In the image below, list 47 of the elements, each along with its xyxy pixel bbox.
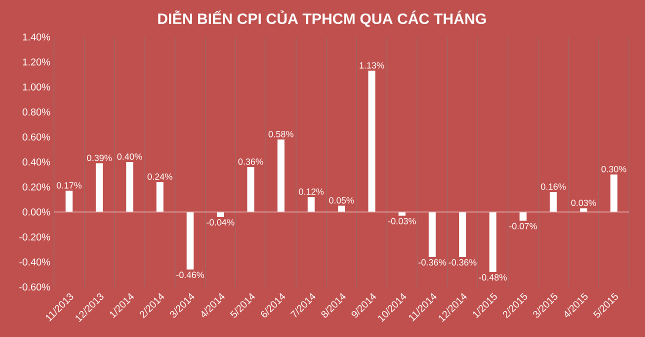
bar bbox=[459, 212, 466, 257]
y-tick-label: 1.20% bbox=[22, 58, 50, 66]
data-label: 0.39% bbox=[87, 154, 112, 162]
bar bbox=[277, 140, 284, 212]
data-label: -0.48% bbox=[479, 274, 507, 281]
bar bbox=[308, 197, 315, 212]
bar bbox=[428, 212, 436, 257]
data-label: -0.46% bbox=[176, 272, 204, 278]
bar bbox=[610, 174, 618, 212]
data-label: 0.36% bbox=[238, 158, 264, 165]
bar bbox=[66, 190, 73, 212]
bar bbox=[216, 212, 224, 217]
data-label: 0.03% bbox=[571, 200, 596, 206]
y-tick-label: 1.00% bbox=[22, 83, 50, 91]
bar bbox=[126, 162, 134, 212]
y-tick-label: 0.00% bbox=[22, 208, 50, 216]
data-label: 0.16% bbox=[540, 183, 566, 190]
y-tick-label: 0.40% bbox=[22, 158, 50, 166]
data-label: -0.36% bbox=[448, 259, 476, 266]
bar bbox=[520, 212, 527, 221]
bar bbox=[96, 163, 103, 212]
y-tick-label: -0.40% bbox=[19, 258, 50, 266]
bar bbox=[156, 182, 164, 212]
data-label: -0.07% bbox=[509, 222, 537, 230]
y-tick-label: -0.60% bbox=[19, 283, 50, 291]
data-label: 0.05% bbox=[329, 197, 354, 204]
y-tick-label: 1.40% bbox=[22, 33, 50, 41]
bar bbox=[368, 70, 376, 212]
y-tick-label: -0.20% bbox=[19, 233, 50, 241]
data-label: 0.40% bbox=[117, 153, 142, 160]
data-label: -0.03% bbox=[388, 218, 416, 224]
bar bbox=[489, 212, 496, 272]
data-label: -0.04% bbox=[206, 219, 234, 226]
data-label: 1.13% bbox=[360, 62, 384, 69]
bar bbox=[550, 192, 557, 212]
y-tick-label: 0.80% bbox=[22, 108, 50, 116]
y-tick-label: 0.20% bbox=[22, 183, 50, 191]
data-label: -0.36% bbox=[418, 259, 446, 266]
data-label: 0.58% bbox=[268, 130, 294, 138]
data-label: 0.17% bbox=[56, 182, 82, 189]
y-tick-label: 0.60% bbox=[22, 133, 50, 141]
bar bbox=[186, 212, 194, 270]
data-label: 0.24% bbox=[148, 173, 172, 180]
chart-title: DIỄN BIẾN CPI CỦA TPHCM QUA CÁC THÁNG bbox=[158, 10, 486, 27]
data-label: 0.30% bbox=[602, 166, 626, 172]
data-label: 0.12% bbox=[298, 188, 324, 195]
bar bbox=[247, 167, 254, 212]
